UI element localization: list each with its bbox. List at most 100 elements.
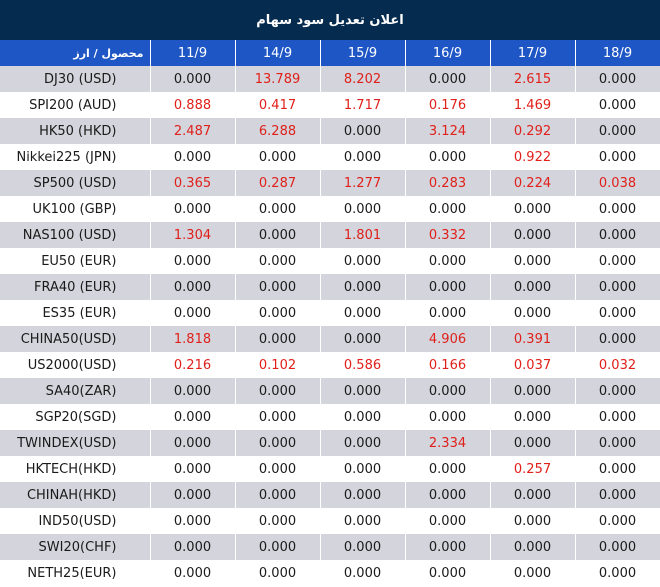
instrument-name: NAS100 (USD) xyxy=(0,222,151,248)
dividend-value: 0.000 xyxy=(575,508,660,534)
table-row: US2000(USD) 0.216 0.102 0.586 0.166 0.037 0.03… xyxy=(0,352,660,378)
instrument-name: SWI20(CHF) xyxy=(0,534,151,560)
dividend-value: 0.000 xyxy=(490,196,576,222)
dividend-value: 0.000 xyxy=(575,430,660,456)
dividend-value: 0.000 xyxy=(150,248,236,274)
dividend-value: 1.818 xyxy=(150,326,236,352)
dividend-value: 2.487 xyxy=(150,118,236,144)
instrument-name: IND50(USD) xyxy=(0,508,151,534)
dividend-value: 0.000 xyxy=(150,378,236,404)
dividend-value: 0.000 xyxy=(490,508,576,534)
table-header-row: محصول / ارز 11/9 14/9 15/9 16/9 17/9 18/… xyxy=(0,40,660,66)
dividend-value: 0.000 xyxy=(490,430,576,456)
header-date: 11/9 xyxy=(150,40,236,66)
dividend-value: 0.000 xyxy=(490,482,576,508)
table-row: SP500 (USD) 0.365 0.287 1.277 0.283 0.224 0.03… xyxy=(0,170,660,196)
dividend-value: 0.000 xyxy=(405,144,491,170)
dividend-value: 2.615 xyxy=(490,66,576,92)
dividend-value: 0.000 xyxy=(235,430,321,456)
table-row: HK50 (HKD) 2.487 6.288 0.000 3.124 0.292 0.000 xyxy=(0,118,660,144)
dividend-value: 0.000 xyxy=(235,196,321,222)
dividend-value: 0.000 xyxy=(235,404,321,430)
dividend-value: 0.176 xyxy=(405,92,491,118)
dividend-value: 6.288 xyxy=(235,118,321,144)
table-row: TWINDEX(USD) 0.000 0.000 0.000 2.334 0.000 0.0… xyxy=(0,430,660,456)
dividend-value: 0.586 xyxy=(320,352,406,378)
dividend-value: 0.000 xyxy=(405,248,491,274)
dividend-value: 0.037 xyxy=(490,352,576,378)
dividend-value: 0.000 xyxy=(575,300,660,326)
instrument-name: CHINAH(HKD) xyxy=(0,482,151,508)
dividend-value: 0.224 xyxy=(490,170,576,196)
dividend-value: 0.000 xyxy=(150,144,236,170)
instrument-name: NETH25(EUR) xyxy=(0,560,151,586)
dividend-value: 0.000 xyxy=(235,456,321,482)
dividend-value: 2.334 xyxy=(405,430,491,456)
table-row: UK100 (GBP) 0.000 0.000 0.000 0.000 0.000 0.00… xyxy=(0,196,660,222)
dividend-value: 0.000 xyxy=(150,300,236,326)
dividend-value: 0.102 xyxy=(235,352,321,378)
dividend-value: 0.000 xyxy=(490,378,576,404)
dividend-value: 0.000 xyxy=(150,456,236,482)
dividend-value: 0.000 xyxy=(575,118,660,144)
dividend-value: 13.789 xyxy=(235,66,321,92)
table-row: CHINA50(USD) 1.818 0.000 0.000 4.906 0.391 0.0… xyxy=(0,326,660,352)
table-row: Nikkei225 (JPN) 0.000 0.000 0.000 0.000 0.922… xyxy=(0,144,660,170)
dividend-value: 0.000 xyxy=(150,66,236,92)
dividend-value: 0.000 xyxy=(490,274,576,300)
dividend-value: 0.922 xyxy=(490,144,576,170)
instrument-name: ES35 (EUR) xyxy=(0,300,151,326)
instrument-name: SPI200 (AUD) xyxy=(0,92,151,118)
dividend-value: 0.000 xyxy=(235,560,321,586)
dividend-value: 1.717 xyxy=(320,92,406,118)
dividend-value: 0.000 xyxy=(235,248,321,274)
dividend-value: 0.216 xyxy=(150,352,236,378)
dividend-value: 4.906 xyxy=(405,326,491,352)
table-row: IND50(USD) 0.000 0.000 0.000 0.000 0.000 0.000 xyxy=(0,508,660,534)
header-date: 14/9 xyxy=(235,40,321,66)
dividend-value: 0.000 xyxy=(575,274,660,300)
dividend-value: 0.000 xyxy=(320,404,406,430)
dividend-value: 0.000 xyxy=(575,222,660,248)
dividend-value: 0.000 xyxy=(235,482,321,508)
instrument-name: UK100 (GBP) xyxy=(0,196,151,222)
dividend-value: 0.000 xyxy=(405,560,491,586)
dividend-value: 0.000 xyxy=(320,300,406,326)
table-row: FRA40 (EUR) 0.000 0.000 0.000 0.000 0.000 0.00… xyxy=(0,274,660,300)
dividend-value: 0.000 xyxy=(405,378,491,404)
dividend-value: 0.000 xyxy=(490,534,576,560)
table-row: ES35 (EUR) 0.000 0.000 0.000 0.000 0.000 0.000 xyxy=(0,300,660,326)
instrument-name: SGP20(SGD) xyxy=(0,404,151,430)
dividend-value: 0.000 xyxy=(235,274,321,300)
table-row: CHINAH(HKD) 0.000 0.000 0.000 0.000 0.000 0.00… xyxy=(0,482,660,508)
dividend-value: 0.000 xyxy=(235,222,321,248)
dividend-value: 0.888 xyxy=(150,92,236,118)
instrument-name: SA40(ZAR) xyxy=(0,378,151,404)
dividend-value: 0.032 xyxy=(575,352,660,378)
dividend-value: 0.000 xyxy=(150,560,236,586)
dividend-value: 0.000 xyxy=(150,404,236,430)
instrument-name: TWINDEX(USD) xyxy=(0,430,151,456)
dividend-value: 0.000 xyxy=(320,326,406,352)
instrument-name: FRA40 (EUR) xyxy=(0,274,151,300)
dividend-value: 0.000 xyxy=(320,482,406,508)
dividend-value: 1.469 xyxy=(490,92,576,118)
dividend-value: 0.332 xyxy=(405,222,491,248)
table-row: EU50 (EUR) 0.000 0.000 0.000 0.000 0.000 0.000 xyxy=(0,248,660,274)
dividend-value: 0.000 xyxy=(235,300,321,326)
table-row: SA40(ZAR) 0.000 0.000 0.000 0.000 0.000 0.000 xyxy=(0,378,660,404)
instrument-name: DJ30 (USD) xyxy=(0,66,151,92)
dividend-value: 0.000 xyxy=(405,274,491,300)
table-row: SPI200 (AUD) 0.888 0.417 1.717 0.176 1.469 0.0… xyxy=(0,92,660,118)
dividend-value: 1.304 xyxy=(150,222,236,248)
dividend-value: 0.257 xyxy=(490,456,576,482)
dividend-value: 0.000 xyxy=(575,66,660,92)
dividend-value: 0.000 xyxy=(405,196,491,222)
instrument-name: US2000(USD) xyxy=(0,352,151,378)
dividend-value: 0.000 xyxy=(320,508,406,534)
dividend-value: 0.391 xyxy=(490,326,576,352)
table-row: SWI20(CHF) 0.000 0.000 0.000 0.000 0.000 0.000 xyxy=(0,534,660,560)
dividend-value: 0.000 xyxy=(575,248,660,274)
dividend-value: 0.000 xyxy=(150,430,236,456)
dividend-value: 0.417 xyxy=(235,92,321,118)
